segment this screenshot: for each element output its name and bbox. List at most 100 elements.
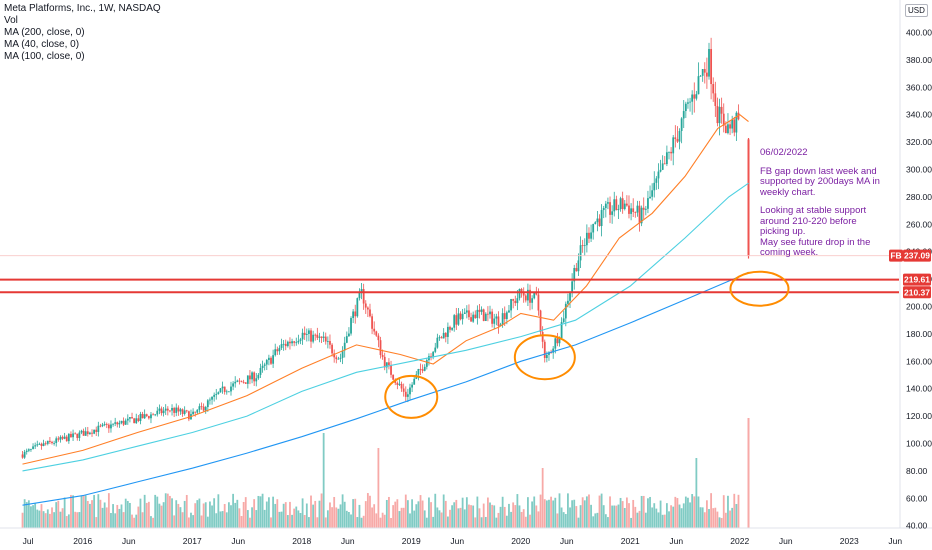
candle-body bbox=[678, 130, 681, 142]
support-lines bbox=[0, 278, 899, 294]
volume-bar bbox=[202, 503, 205, 528]
volume-bar bbox=[135, 514, 138, 528]
candle-body bbox=[478, 309, 481, 312]
volume-bar bbox=[463, 509, 466, 528]
candle-body bbox=[206, 400, 209, 408]
legend-ma100[interactable]: MA (100, close, 0) bbox=[4, 51, 85, 62]
volume-bar bbox=[263, 509, 266, 528]
ma-line-ma200 bbox=[22, 271, 749, 506]
time-axis[interactable]: Jul 2016 Jun 2017 Jun 2018 Jun 2019 Jun 2020 Jun 20… bbox=[23, 536, 903, 546]
candle-body bbox=[695, 94, 698, 99]
volume-bar bbox=[394, 501, 397, 528]
volume-bar bbox=[539, 494, 542, 528]
volume-bar bbox=[126, 500, 129, 528]
volume-bar bbox=[27, 500, 30, 528]
volume-bar bbox=[179, 507, 182, 528]
volume-bar bbox=[583, 500, 586, 528]
candle-body bbox=[684, 103, 687, 112]
candle-body bbox=[474, 314, 477, 319]
volume-bar bbox=[611, 505, 614, 528]
candle-body bbox=[668, 151, 670, 153]
legend-ma40[interactable]: MA (40, close, 0) bbox=[4, 39, 80, 50]
volume-bar bbox=[221, 511, 224, 528]
volume-bar bbox=[644, 512, 647, 528]
candle-body bbox=[468, 310, 470, 318]
candle-body bbox=[145, 414, 148, 417]
candle-body bbox=[242, 381, 245, 383]
volume-bar bbox=[676, 498, 679, 528]
candle-body bbox=[147, 416, 150, 419]
volume-bar bbox=[634, 506, 637, 528]
candle-body bbox=[337, 358, 340, 360]
volume-bar bbox=[219, 511, 222, 528]
volume-bar bbox=[183, 500, 186, 528]
time-tick-label: Jun bbox=[560, 536, 574, 546]
candle-body bbox=[291, 341, 293, 344]
volume-bar bbox=[105, 507, 108, 528]
volume-bar bbox=[339, 504, 342, 528]
volume-bar bbox=[198, 498, 201, 528]
candle-body bbox=[552, 348, 555, 353]
volume-bar bbox=[457, 508, 460, 528]
volume-bar bbox=[257, 495, 260, 528]
volume-bar bbox=[350, 514, 352, 528]
legend-vol[interactable]: Vol bbox=[4, 15, 18, 26]
time-tick-label: 2020 bbox=[511, 536, 530, 546]
candle-body bbox=[295, 342, 298, 344]
volume-bar bbox=[564, 514, 567, 528]
candle-body bbox=[154, 414, 157, 416]
volume-bar bbox=[524, 516, 527, 528]
volume-bar bbox=[604, 514, 607, 528]
candle-body bbox=[529, 289, 531, 303]
legend-ma200[interactable]: MA (200, close, 0) bbox=[4, 27, 85, 38]
volume-bar bbox=[722, 495, 725, 528]
volume-bar bbox=[268, 497, 270, 528]
price-tag-bg bbox=[903, 249, 931, 262]
candle-body bbox=[44, 443, 47, 445]
candle-body bbox=[40, 443, 43, 446]
volume-bar bbox=[177, 503, 180, 528]
volume-bar bbox=[377, 448, 380, 528]
volume-bar bbox=[640, 495, 643, 528]
candle-body bbox=[400, 383, 403, 389]
candle-body bbox=[335, 357, 338, 360]
legend-title[interactable]: Meta Platforms, Inc., 1W, NASDAQ bbox=[4, 3, 161, 14]
candle-body bbox=[600, 210, 603, 227]
volume-bar bbox=[436, 507, 439, 528]
volume-bar bbox=[55, 502, 58, 528]
volume-bar bbox=[670, 505, 673, 528]
volume-bar bbox=[731, 507, 734, 528]
candle-body bbox=[585, 232, 588, 246]
candle-body bbox=[91, 432, 93, 434]
volume-bar bbox=[74, 511, 77, 528]
candle-body bbox=[257, 374, 260, 379]
candle-body bbox=[432, 351, 435, 357]
volume-bar bbox=[642, 495, 645, 528]
candle-body bbox=[543, 341, 546, 359]
candle-body bbox=[689, 101, 691, 103]
time-tick-label: Jun bbox=[122, 536, 136, 546]
candle-body bbox=[609, 202, 611, 215]
candle-body bbox=[223, 386, 226, 392]
volume-bar bbox=[345, 510, 348, 528]
candle-body bbox=[747, 139, 750, 256]
volume-bar bbox=[630, 517, 632, 528]
candle-body bbox=[548, 352, 550, 355]
volume-bar bbox=[512, 502, 515, 528]
candle-body bbox=[240, 381, 243, 383]
currency-badge[interactable]: USD bbox=[905, 4, 928, 17]
candle-body bbox=[42, 443, 45, 446]
volume-bar bbox=[607, 517, 609, 528]
volume-bar bbox=[289, 501, 291, 528]
volume-bar bbox=[569, 507, 571, 528]
volume-bar bbox=[638, 510, 641, 528]
volume-bar bbox=[411, 499, 413, 528]
candle-body bbox=[101, 424, 104, 427]
volume-bar bbox=[541, 468, 544, 528]
volume-bar bbox=[343, 501, 346, 528]
candle-body bbox=[183, 410, 186, 414]
volume-bar bbox=[573, 499, 576, 528]
volume-bar bbox=[684, 496, 687, 528]
